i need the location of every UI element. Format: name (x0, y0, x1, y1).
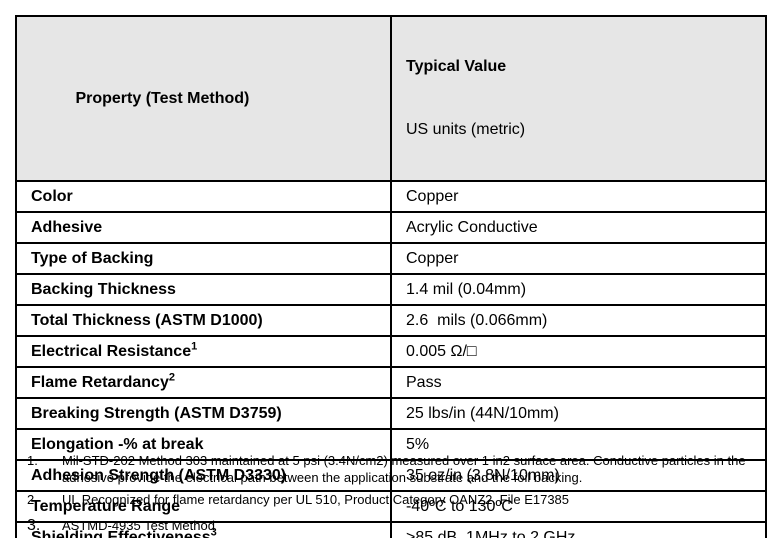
table-row: Temperature Range -40ºC to 130ºC (15, 490, 767, 523)
property-cell: Breaking Strength (ASTM D3759) (15, 397, 392, 430)
footnote-ref: 2 (168, 371, 175, 384)
table-row: Elongation -% at break 5% (15, 428, 767, 461)
value-cell: Copper (390, 242, 767, 275)
property-label: Color (31, 187, 73, 205)
value-cell: Acrylic Conductive (390, 211, 767, 244)
property-label: Breaking Strength (ASTM D3759) (31, 404, 282, 422)
footnote-1: 1. Mil-STD-202 Method 303 maintained at … (27, 452, 759, 486)
property-label: Elongation -% at break (31, 435, 204, 453)
footnote-text: Mil-STD-202 Method 303 maintained at 5 p… (62, 453, 746, 485)
table-row: Shielding Effectiveness3 >85 dB, 1MHz to… (15, 521, 767, 538)
property-cell: Backing Thickness (15, 273, 392, 306)
property-label: Flame Retardancy (31, 373, 169, 391)
table-row: Backing Thickness 1.4 mil (0.04mm) (15, 273, 767, 306)
table-row: Adhesive Acrylic Conductive (15, 211, 767, 244)
footnote-text: ASTMD-4935 Test Method (62, 518, 215, 533)
value-cell: >85 dB, 1MHz to 2 GHz (390, 521, 767, 538)
property-cell: Color (15, 180, 392, 213)
property-cell: Elongation -% at break (15, 428, 392, 461)
table-header-row: Property (Test Method) Typical Value US … (15, 15, 767, 182)
table-row: Color Copper (15, 180, 767, 213)
footnote-2: 2. UL Recognized for flame retardancy pe… (27, 491, 759, 508)
table-row: Type of Backing Copper (15, 242, 767, 275)
value-header-title: Typical Value (406, 58, 507, 75)
spec-table: Property (Test Method) Typical Value US … (15, 15, 767, 538)
property-header-label: Property (Test Method) (75, 89, 250, 107)
footnote-ref: 1 (191, 340, 198, 353)
value-cell: Copper (390, 180, 767, 213)
value-cell: 5% (390, 428, 767, 461)
table-row: Electrical Resistance1 0.005 Ω/□ (15, 335, 767, 368)
value-cell: -40ºC to 130ºC (390, 490, 767, 523)
value-cell: 0.005 Ω/□ (390, 335, 767, 368)
property-label: Adhesion Strength (ASTM D3330) (31, 466, 287, 484)
property-cell: Adhesion Strength (ASTM D3330) (15, 459, 392, 492)
footnote-ref: 3 (210, 526, 217, 538)
property-label: Backing Thickness (31, 280, 176, 298)
footnote-number: 3. (27, 517, 41, 534)
property-label: Total Thickness (ASTM D1000) (31, 311, 263, 329)
footnote-number: 1. (27, 453, 38, 468)
property-cell: Adhesive (15, 211, 392, 244)
footnotes-section: 1. Mil-STD-202 Method 303 maintained at … (27, 452, 759, 538)
table-row: Flame Retardancy2 Pass (15, 366, 767, 399)
property-label: Type of Backing (31, 249, 154, 267)
table-row: Total Thickness (ASTM D1000) 2.6 mils (0… (15, 304, 767, 337)
footnote-text: UL Recognized for flame retardancy per U… (62, 492, 570, 507)
value-cell: 2.6 mils (0.066mm) (390, 304, 767, 337)
property-cell: Electrical Resistance1 (15, 335, 392, 368)
property-cell: Shielding Effectiveness3 (15, 521, 392, 538)
value-column-header: Typical Value US units (metric) (390, 15, 767, 182)
table-body: Color Copper Adhesive Acrylic Conductive… (15, 180, 767, 538)
table-row: Adhesion Strength (ASTM D3330) 35 oz/in … (15, 459, 767, 492)
table-row: Breaking Strength (ASTM D3759) 25 lbs/in… (15, 397, 767, 430)
property-cell: Flame Retardancy2 (15, 366, 392, 399)
property-label: Temperature Range (31, 497, 181, 515)
footnote-number: 2. (27, 492, 38, 507)
value-cell: 35 oz/in (3.8N/10mm) (390, 459, 767, 492)
property-cell: Type of Backing (15, 242, 392, 275)
value-header-subtitle: US units (metric) (406, 121, 526, 138)
value-cell: Pass (390, 366, 767, 399)
property-cell: Total Thickness (ASTM D1000) (15, 304, 392, 337)
footnote-3: 3. ASTMD-4935 Test Method (27, 517, 759, 534)
property-label: Electrical Resistance (31, 342, 192, 360)
property-label: Adhesive (31, 218, 103, 236)
property-cell: Temperature Range (15, 490, 392, 523)
value-cell: 1.4 mil (0.04mm) (390, 273, 767, 306)
property-label: Shielding Effectiveness (31, 528, 211, 538)
value-cell: 25 lbs/in (44N/10mm) (390, 397, 767, 430)
property-column-header: Property (Test Method) (15, 15, 392, 182)
